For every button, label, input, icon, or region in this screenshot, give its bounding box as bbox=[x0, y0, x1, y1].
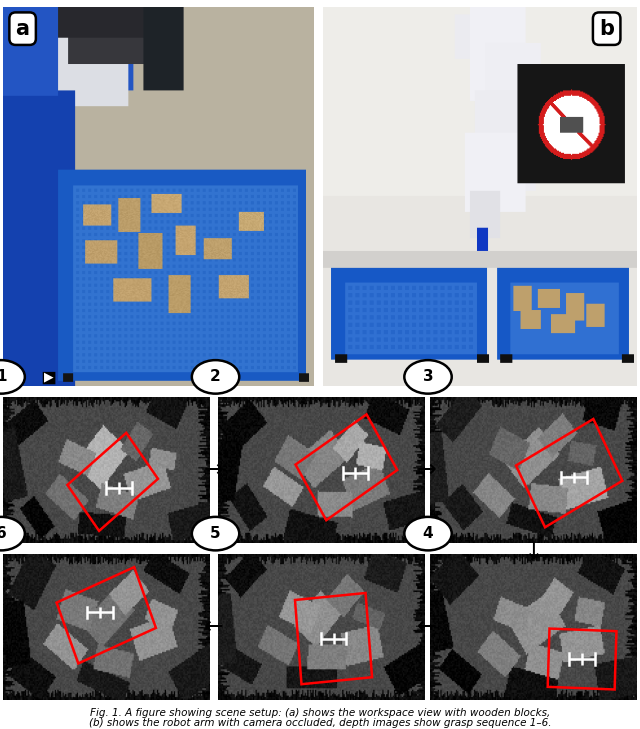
Text: ◼: ◼ bbox=[40, 367, 57, 386]
Text: (b) shows the robot arm with camera occluded, depth images show grasp sequence 1: (b) shows the robot arm with camera occl… bbox=[89, 718, 551, 728]
Text: b: b bbox=[599, 19, 614, 39]
Circle shape bbox=[192, 517, 239, 550]
Text: 3: 3 bbox=[422, 370, 433, 384]
Circle shape bbox=[192, 360, 239, 394]
Text: Fig. 1. A figure showing scene setup: (a) shows the workspace view with wooden b: Fig. 1. A figure showing scene setup: (a… bbox=[90, 708, 550, 718]
Text: 5: 5 bbox=[210, 526, 221, 541]
Text: 6: 6 bbox=[0, 526, 6, 541]
Text: ▶: ▶ bbox=[44, 370, 53, 383]
Text: 1: 1 bbox=[0, 370, 6, 384]
Circle shape bbox=[0, 517, 25, 550]
Text: 2: 2 bbox=[210, 370, 221, 384]
Text: ←: ← bbox=[204, 615, 223, 639]
Text: →: → bbox=[417, 459, 436, 482]
Text: ←: ← bbox=[417, 615, 436, 639]
Text: 4: 4 bbox=[422, 526, 433, 541]
Circle shape bbox=[404, 517, 452, 550]
Text: ↓: ↓ bbox=[524, 540, 543, 564]
Circle shape bbox=[0, 360, 25, 394]
Text: a: a bbox=[15, 19, 29, 39]
Circle shape bbox=[404, 360, 452, 394]
Text: →: → bbox=[204, 459, 223, 482]
